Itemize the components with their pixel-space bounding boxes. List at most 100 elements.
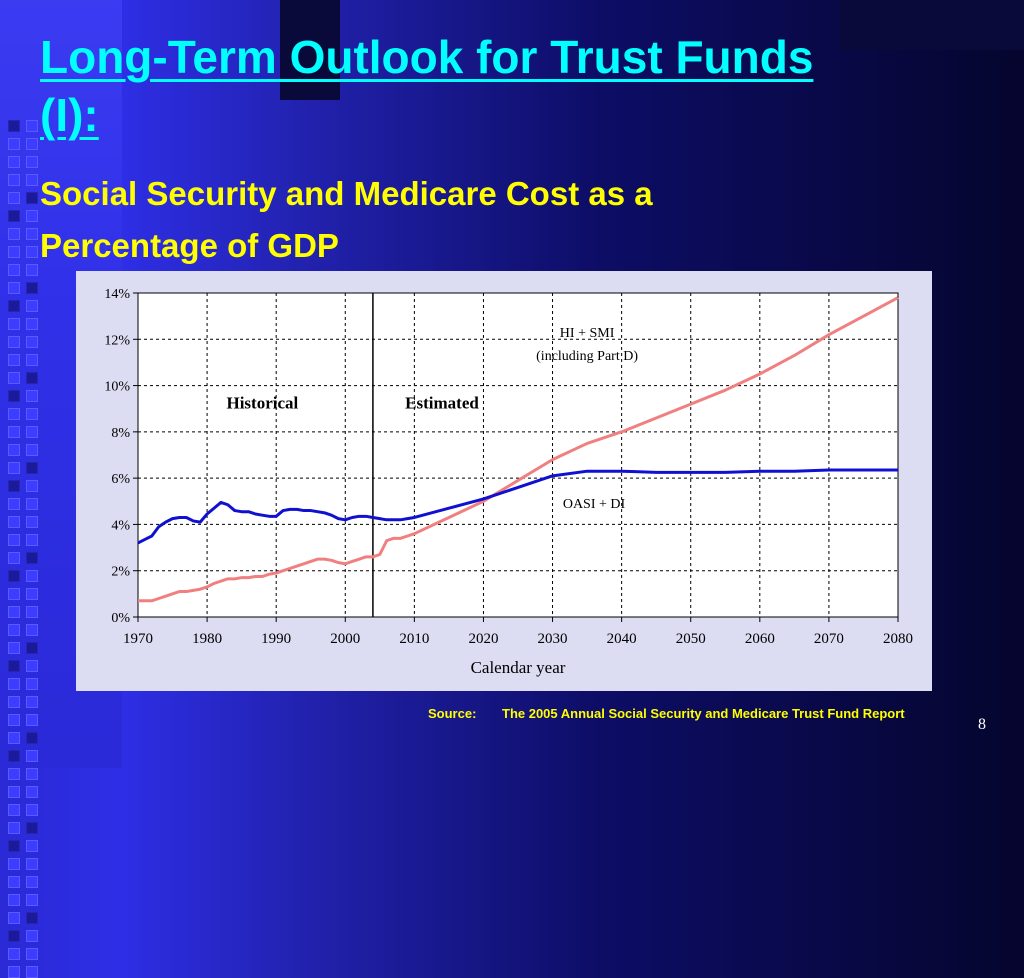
- decor-square: [26, 768, 38, 780]
- decor-square: [26, 606, 38, 618]
- x-tick-label: 2050: [676, 631, 706, 647]
- decor-square: [26, 444, 38, 456]
- decor-square: [26, 660, 38, 672]
- series-annotation-hi-smi: HI + SMI: [560, 326, 615, 341]
- decor-square: [26, 588, 38, 600]
- decor-square: [26, 426, 38, 438]
- decor-square: [26, 300, 38, 312]
- decor-square: [8, 282, 20, 294]
- x-tick-label: 1990: [261, 631, 291, 647]
- series-annotation-hi-smi-note: (including Part D): [536, 349, 638, 364]
- decor-square: [8, 732, 20, 744]
- y-tick-label: 10%: [104, 380, 130, 395]
- decor-square: [26, 390, 38, 402]
- decor-square: [26, 138, 38, 150]
- x-tick-label: 2030: [538, 631, 568, 647]
- x-axis-label: Calendar year: [471, 658, 566, 677]
- decor-square: [26, 624, 38, 636]
- decor-square: [26, 786, 38, 798]
- decor-square: [8, 174, 20, 186]
- decor-square: [8, 318, 20, 330]
- region-label-estimated: Estimated: [405, 394, 479, 413]
- decor-square: [8, 840, 20, 852]
- decor-square: [26, 462, 38, 474]
- decor-square: [8, 894, 20, 906]
- decor-square: [8, 750, 20, 762]
- decor-square: [8, 138, 20, 150]
- decor-square: [26, 372, 38, 384]
- decor-square: [26, 948, 38, 960]
- decor-square: [26, 516, 38, 528]
- decor-square: [26, 120, 38, 132]
- decor-square: [26, 282, 38, 294]
- decor-square: [26, 858, 38, 870]
- decor-square: [26, 840, 38, 852]
- y-tick-label: 14%: [104, 287, 130, 302]
- decor-square: [8, 678, 20, 690]
- y-tick-label: 4%: [111, 518, 130, 533]
- decor-square: [26, 552, 38, 564]
- plot-area: [137, 292, 899, 618]
- decor-square: [8, 210, 20, 222]
- decor-square: [8, 372, 20, 384]
- decor-square: [8, 966, 20, 978]
- decor-square: [26, 714, 38, 726]
- decor-square: [8, 552, 20, 564]
- source-text: The 2005 Annual Social Security and Medi…: [502, 706, 905, 721]
- decor-square: [26, 408, 38, 420]
- decor-square: [26, 678, 38, 690]
- decor-square: [8, 246, 20, 258]
- decor-square: [26, 930, 38, 942]
- decor-square: [8, 408, 20, 420]
- decor-square: [26, 804, 38, 816]
- decor-square: [8, 948, 20, 960]
- y-tick-label: 8%: [111, 426, 130, 441]
- decor-square: [8, 588, 20, 600]
- decor-square: [26, 732, 38, 744]
- x-tick-label: 1980: [192, 631, 222, 647]
- decor-square: [8, 426, 20, 438]
- decor-square: [26, 480, 38, 492]
- x-tick-label: 2000: [330, 631, 360, 647]
- decor-square: [26, 894, 38, 906]
- region-label-historical: Historical: [226, 394, 298, 413]
- source-label: Source:: [428, 706, 477, 721]
- decor-square: [26, 210, 38, 222]
- decor-square: [8, 714, 20, 726]
- x-tick-label: 1970: [123, 631, 153, 647]
- decor-square: [26, 696, 38, 708]
- decor-square: [8, 570, 20, 582]
- line-chart: 0% 2% 4% 6% 8% 10% 12% 14% 1970 1980 1990 2000 2010 2…: [104, 287, 913, 677]
- decor-square: [8, 516, 20, 528]
- x-tick-label: 2020: [468, 631, 498, 647]
- decor-square: [8, 606, 20, 618]
- decor-square: [26, 318, 38, 330]
- decor-square: [8, 264, 20, 276]
- decor-square: [26, 534, 38, 546]
- decor-bar: [840, 0, 1024, 50]
- chart-panel: 0% 2% 4% 6% 8% 10% 12% 14% 1970 1980 1990 2000 2010 2…: [76, 271, 932, 691]
- decor-square: [8, 390, 20, 402]
- decor-square: [26, 876, 38, 888]
- decor-square: [8, 786, 20, 798]
- slide-title: Long-Term Outlook for Trust Funds (I):: [40, 31, 814, 141]
- decor-square: [26, 750, 38, 762]
- y-tick-label: 6%: [111, 472, 130, 487]
- decor-square: [8, 228, 20, 240]
- decor-square: [8, 498, 20, 510]
- slide-subtitle: Social Security and Medicare Cost as a P…: [40, 175, 653, 264]
- decor-square: [8, 444, 20, 456]
- decor-square: [8, 660, 20, 672]
- decor-square: [8, 462, 20, 474]
- decor-square: [8, 480, 20, 492]
- decor-square: [8, 156, 20, 168]
- decor-square: [26, 228, 38, 240]
- decor-square: [26, 174, 38, 186]
- decor-square: [8, 642, 20, 654]
- decor-square: [26, 498, 38, 510]
- decor-square: [8, 120, 20, 132]
- decor-square: [26, 264, 38, 276]
- decor-square: [26, 336, 38, 348]
- decor-square: [8, 696, 20, 708]
- series-annotation-oasi-di: OASI + DI: [563, 497, 626, 512]
